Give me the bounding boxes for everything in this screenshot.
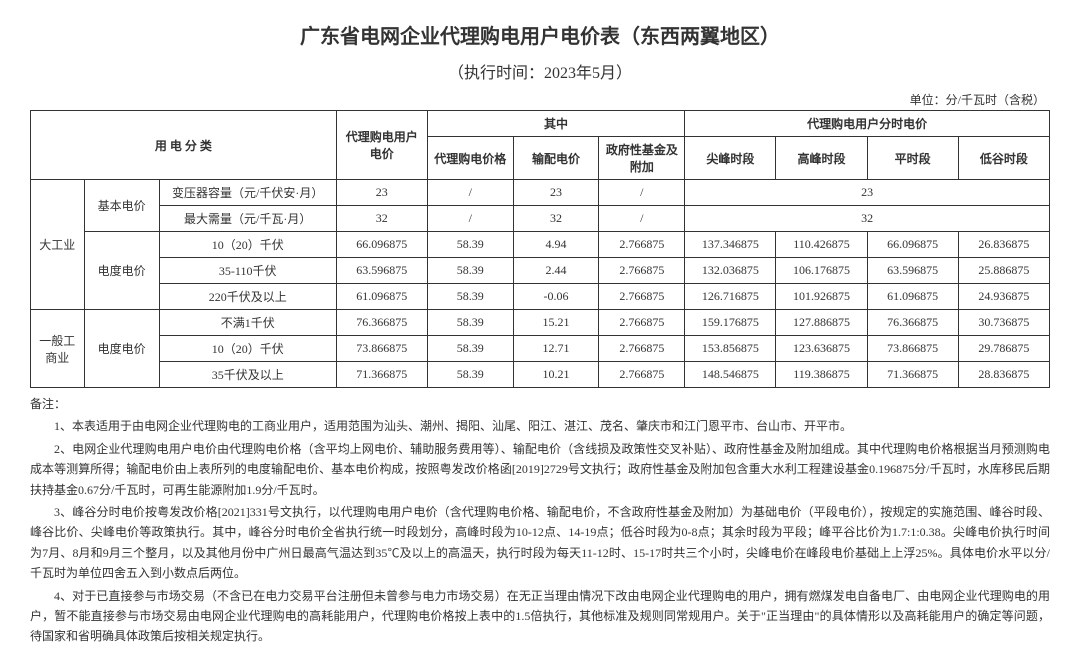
cat-general-commerce: 一般工商业	[31, 310, 85, 388]
cell: 2.766875	[599, 310, 685, 336]
price-table: 用 电 分 类 代理购电用户电价 其中 代理购电用户分时电价 代理购电价格 输配…	[30, 110, 1050, 388]
cell: 23	[513, 180, 599, 206]
cell: 58.39	[427, 310, 513, 336]
cell: 2.766875	[599, 362, 685, 388]
th-category: 用 电 分 类	[31, 111, 337, 180]
cell: 2.766875	[599, 336, 685, 362]
cell: 26.836875	[958, 232, 1049, 258]
cell: 58.39	[427, 284, 513, 310]
notes-title: 备注：	[30, 394, 1050, 414]
cell: 71.366875	[336, 362, 427, 388]
cell: 58.39	[427, 258, 513, 284]
cell: -0.06	[513, 284, 599, 310]
cell: 123.636875	[776, 336, 867, 362]
row-transformer-label: 变压器容量（元/千伏安·月）	[159, 180, 336, 206]
cell: 58.39	[427, 362, 513, 388]
th-tod: 代理购电用户分时电价	[685, 111, 1050, 137]
cell: /	[599, 206, 685, 232]
cell: 25.886875	[958, 258, 1049, 284]
cell: 28.836875	[958, 362, 1049, 388]
cell: 132.036875	[685, 258, 776, 284]
cell: 153.856875	[685, 336, 776, 362]
cell: 159.176875	[685, 310, 776, 336]
cell: 2.44	[513, 258, 599, 284]
cat-energy-price: 电度电价	[84, 232, 159, 310]
th-tod-valley: 低谷时段	[958, 137, 1049, 180]
unit-label: 单位：分/千瓦时（含税）	[30, 91, 1050, 108]
cat-basic-price: 基本电价	[84, 180, 159, 232]
th-bd-price: 代理购电价格	[427, 137, 513, 180]
cell: 148.546875	[685, 362, 776, 388]
cell: 66.096875	[336, 232, 427, 258]
th-tod-flat: 平时段	[867, 137, 958, 180]
cell: 23	[336, 180, 427, 206]
cell: 2.766875	[599, 284, 685, 310]
row-level: 35千伏及以上	[159, 362, 336, 388]
cell: 73.866875	[336, 336, 427, 362]
th-bd-trans: 输配电价	[513, 137, 599, 180]
row-level: 10（20）千伏	[159, 232, 336, 258]
th-bd-fund: 政府性基金及附加	[599, 137, 685, 180]
cell: 23	[685, 180, 1050, 206]
cell: 106.176875	[776, 258, 867, 284]
cell: 2.766875	[599, 232, 685, 258]
cell: 32	[336, 206, 427, 232]
cell: 2.766875	[599, 258, 685, 284]
cell: 66.096875	[867, 232, 958, 258]
cat-energy-price-2: 电度电价	[84, 310, 159, 388]
cell: 58.39	[427, 336, 513, 362]
cell: 126.716875	[685, 284, 776, 310]
row-level: 220千伏及以上	[159, 284, 336, 310]
note-item: 4、对于已直接参与市场交易（不含已在电力交易平台注册但未曾参与电力市场交易）在无…	[30, 586, 1050, 647]
cell: 76.366875	[867, 310, 958, 336]
cell: 61.096875	[336, 284, 427, 310]
cell: 76.366875	[336, 310, 427, 336]
th-main-price: 代理购电用户电价	[336, 111, 427, 180]
cell: 119.386875	[776, 362, 867, 388]
notes-section: 备注： 1、本表适用于由电网企业代理购电的工商业用户，适用范围为汕头、潮州、揭阳…	[30, 394, 1050, 647]
cell: /	[427, 180, 513, 206]
th-breakdown: 其中	[427, 111, 684, 137]
row-level: 35-110千伏	[159, 258, 336, 284]
cell: 110.426875	[776, 232, 867, 258]
note-item: 1、本表适用于由电网企业代理购电的工商业用户，适用范围为汕头、潮州、揭阳、汕尾、…	[30, 416, 1050, 436]
cell: 32	[685, 206, 1050, 232]
row-level: 10（20）千伏	[159, 336, 336, 362]
cell: 30.736875	[958, 310, 1049, 336]
cell: 127.886875	[776, 310, 867, 336]
cell: 12.71	[513, 336, 599, 362]
cell: 61.096875	[867, 284, 958, 310]
cell: 32	[513, 206, 599, 232]
cell: 101.926875	[776, 284, 867, 310]
th-tod-peak: 高峰时段	[776, 137, 867, 180]
cell: 73.866875	[867, 336, 958, 362]
cell: 15.21	[513, 310, 599, 336]
cat-big-industry: 大工业	[31, 180, 85, 310]
cell: 58.39	[427, 232, 513, 258]
page-title: 广东省电网企业代理购电用户电价表（东西两翼地区）	[30, 20, 1050, 49]
cell: /	[427, 206, 513, 232]
cell: 4.94	[513, 232, 599, 258]
cell: 29.786875	[958, 336, 1049, 362]
cell: 63.596875	[867, 258, 958, 284]
cell: 137.346875	[685, 232, 776, 258]
page-subtitle: （执行时间：2023年5月）	[30, 59, 1050, 83]
th-tod-sharp: 尖峰时段	[685, 137, 776, 180]
row-demand-label: 最大需量（元/千瓦·月）	[159, 206, 336, 232]
row-level: 不满1千伏	[159, 310, 336, 336]
cell: 10.21	[513, 362, 599, 388]
cell: 63.596875	[336, 258, 427, 284]
cell: 71.366875	[867, 362, 958, 388]
note-item: 2、电网企业代理购电用户电价由代理购电价格（含平均上网电价、辅助服务费用等）、输…	[30, 439, 1050, 500]
note-item: 3、峰谷分时电价按粤发改价格[2021]331号文执行，以代理购电用户电价（含代…	[30, 502, 1050, 584]
cell: 24.936875	[958, 284, 1049, 310]
cell: /	[599, 180, 685, 206]
